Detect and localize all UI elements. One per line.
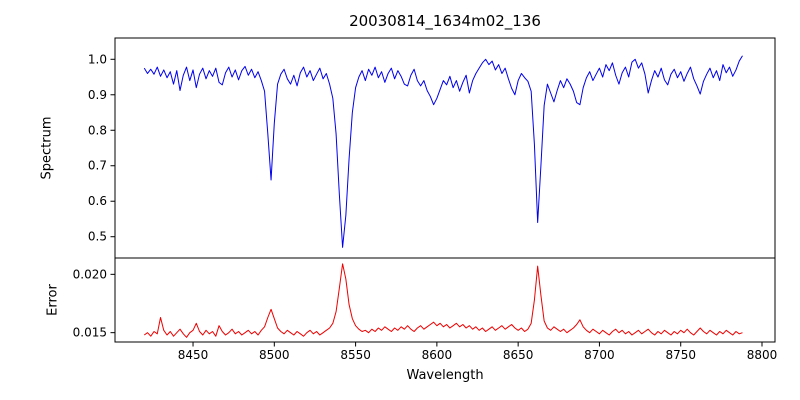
x-tick-label: 8450 [178, 348, 209, 362]
error-line [143, 263, 743, 338]
x-tick-label: 8800 [747, 348, 778, 362]
y-tick-label: 0.015 [73, 326, 107, 340]
y-tick-label: 0.6 [88, 194, 107, 208]
x-tick-label: 8500 [259, 348, 290, 362]
x-tick-label: 8600 [422, 348, 453, 362]
y-tick-label: 0.9 [88, 88, 107, 102]
spectrum-axes-frame [114, 37, 776, 259]
x-axis-ticks: 8450 8500 8550 8600 8650 8700 8750 8800 [178, 342, 778, 362]
y-tick-label: 0.020 [73, 267, 107, 281]
y-tick-label: 1.0 [88, 52, 107, 66]
wavelength-axis-label: Wavelength [406, 368, 484, 383]
chart-title: 20030814_1634m02_136 [349, 12, 541, 30]
y-tick-label: 0.8 [88, 123, 107, 137]
error-panel: 0.015 0.020 [73, 257, 776, 343]
x-tick-label: 8650 [503, 348, 534, 362]
x-tick-label: 8750 [665, 348, 696, 362]
x-tick-label: 8550 [340, 348, 371, 362]
y-tick-label: 0.7 [88, 159, 107, 173]
spectrum-panel: 0.5 0.6 0.7 0.8 0.9 1.0 [88, 37, 776, 259]
error-axes-frame [114, 257, 776, 343]
spectrum-line [143, 55, 743, 248]
x-tick-label: 8700 [584, 348, 615, 362]
y-tick-label: 0.5 [88, 230, 107, 244]
